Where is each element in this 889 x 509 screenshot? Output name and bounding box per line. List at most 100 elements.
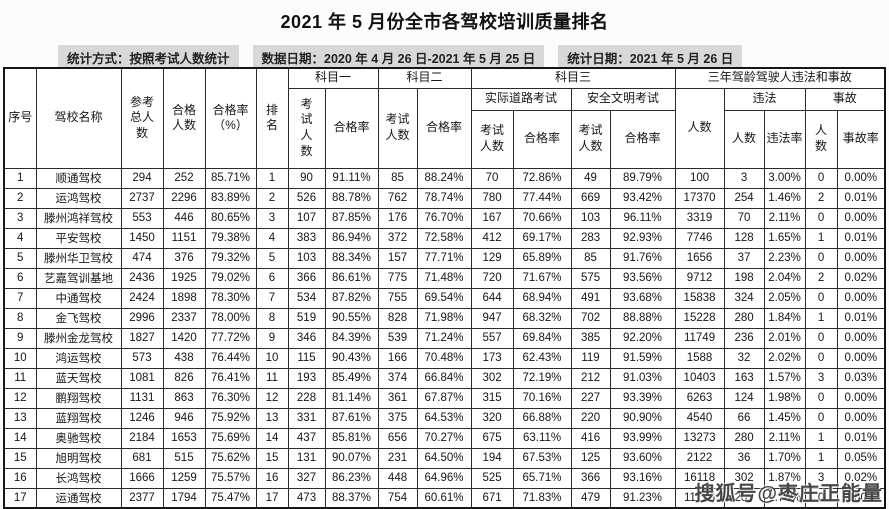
cell-accident-count: 0 (804, 327, 838, 349)
table-row: 12 鹏翔驾校 1131 863 76.30% 12 228 81.14% 36… (3, 387, 886, 409)
group-header-violation: 违法 (723, 87, 806, 111)
cell-s1-pass-rate: 86.23% (324, 467, 379, 489)
cell-safety-pass-rate: 90.90% (609, 407, 676, 429)
cell-pass-count: 946 (162, 407, 206, 429)
cell-violation-count: 36 (723, 447, 765, 469)
table-row: 4 平安驾校 1450 1151 79.38% 4 383 86.94% 372… (3, 227, 886, 249)
cell-s2-pass-rate: 69.54% (416, 287, 472, 309)
cell-s1-pass-rate: 86.61% (324, 267, 379, 289)
cell-rank: 5 (255, 247, 289, 269)
cell-safety-pass-rate: 88.88% (609, 307, 676, 329)
cell-s2-exam-count: 656 (377, 427, 418, 449)
cell-s1-exam-count: 346 (287, 327, 326, 349)
cell-road-pass-rate: 68.32% (512, 307, 572, 329)
cell-driver-count: 13273 (674, 427, 725, 449)
cell-road-pass-rate: 63.11% (512, 427, 572, 449)
cell-pass-count: 1420 (162, 327, 206, 349)
cell-s1-exam-count: 526 (287, 187, 326, 209)
cell-accident-rate: 0.00% (836, 347, 886, 369)
cell-accident-count: 0 (804, 207, 838, 229)
cell-driver-count: 3319 (674, 207, 725, 229)
cell-rank: 16 (255, 467, 289, 489)
cell-s1-pass-rate: 84.39% (324, 327, 379, 349)
data-date-label: 数据日期：2020 年 4 月 26 日-2021 年 5 月 25 日 (252, 45, 545, 70)
cell-s2-pass-rate: 66.84% (416, 367, 472, 389)
cell-seq: 14 (3, 427, 37, 449)
cell-total-examinees: 474 (120, 247, 164, 269)
cell-violation-count: 280 (723, 307, 765, 329)
cell-violation-count: 32 (723, 347, 765, 369)
cell-road-pass-rate: 68.94% (512, 287, 572, 309)
cell-total-examinees: 1666 (120, 467, 164, 489)
cell-s1-exam-count: 331 (287, 407, 326, 429)
cell-s1-exam-count: 131 (287, 447, 326, 469)
cell-accident-rate: 0.00% (836, 167, 886, 189)
cell-pass-rate: 80.65% (204, 207, 257, 229)
cell-s2-pass-rate: 60.61% (416, 487, 472, 509)
cell-road-exam-count: 412 (470, 227, 514, 249)
cell-pass-count: 252 (162, 167, 206, 189)
cell-rank: 3 (255, 207, 289, 229)
cell-accident-count: 0 (804, 487, 838, 509)
cell-s2-pass-rate: 72.58% (416, 227, 472, 249)
col-header-accident-rate: 事故率 (836, 109, 886, 169)
cell-pass-rate: 75.92% (204, 407, 257, 429)
cell-s1-pass-rate: 90.07% (324, 447, 379, 469)
cell-pass-count: 1794 (162, 487, 206, 509)
cell-s2-pass-rate: 77.71% (416, 247, 472, 269)
col-header-accident-count: 人数 (804, 109, 838, 169)
cell-seq: 16 (3, 467, 37, 489)
col-header-s1-exam-count: 考试人数 (287, 87, 326, 169)
cell-safety-pass-rate: 93.60% (609, 447, 676, 469)
cell-s2-exam-count: 361 (377, 387, 418, 409)
cell-rank: 2 (255, 187, 289, 209)
cell-s1-pass-rate: 91.11% (324, 167, 379, 189)
cell-school-name: 滕州华卫驾校 (35, 247, 122, 269)
cell-total-examinees: 1081 (120, 367, 164, 389)
cell-accident-count: 1 (804, 427, 838, 449)
cell-safety-pass-rate: 93.39% (609, 387, 676, 409)
cell-s1-exam-count: 473 (287, 487, 326, 509)
cell-accident-count: 3 (804, 467, 838, 489)
cell-road-pass-rate: 67.53% (512, 447, 572, 469)
cell-accident-rate: 0.03% (836, 367, 886, 389)
col-header-school: 驾校名称 (35, 67, 122, 169)
stat-method-label: 统计方式：按照考试人数统计 (58, 45, 239, 70)
cell-accident-rate: 0.00% (836, 207, 886, 229)
cell-safety-pass-rate: 89.79% (609, 167, 676, 189)
col-header-driver-count: 人数 (674, 87, 725, 169)
cell-accident-rate: 0.02% (836, 467, 886, 489)
cell-s2-exam-count: 539 (377, 327, 418, 349)
cell-accident-count: 2 (804, 267, 838, 289)
cell-rank: 4 (255, 227, 289, 249)
table-row: 13 蓝翔驾校 1246 946 75.92% 13 331 87.61% 37… (3, 407, 886, 429)
cell-school-name: 运通驾校 (35, 487, 122, 509)
page-title: 2021 年 5 月份全市各驾校培训质量排名 (280, 12, 609, 32)
cell-accident-count: 0 (804, 387, 838, 409)
cell-violation-rate: 1.65% (763, 227, 806, 249)
cell-s1-pass-rate: 87.85% (324, 207, 379, 229)
cell-violation-count: 163 (723, 367, 765, 389)
cell-road-pass-rate: 71.83% (512, 487, 572, 509)
cell-accident-count: 0 (804, 407, 838, 429)
cell-driver-count: 11749 (674, 327, 725, 349)
cell-s2-pass-rate: 76.70% (416, 207, 472, 229)
cell-violation-rate: 2.04% (763, 267, 806, 289)
cell-road-exam-count: 129 (470, 247, 514, 269)
cell-s2-pass-rate: 71.24% (416, 327, 472, 349)
cell-seq: 8 (3, 307, 37, 329)
cell-rank: 17 (255, 487, 289, 509)
cell-s2-pass-rate: 64.53% (416, 407, 472, 429)
cell-pass-count: 438 (162, 347, 206, 369)
cell-seq: 9 (3, 327, 37, 349)
cell-driver-count: 15838 (674, 287, 725, 309)
cell-school-name: 平安驾校 (35, 227, 122, 249)
cell-s2-pass-rate: 64.96% (416, 467, 472, 489)
cell-road-exam-count: 780 (470, 187, 514, 209)
cell-s2-exam-count: 176 (377, 207, 418, 229)
cell-safety-pass-rate: 91.59% (609, 347, 676, 369)
cell-accident-rate: 0.02% (836, 267, 886, 289)
cell-seq: 2 (3, 187, 37, 209)
cell-violation-rate: 1.57% (763, 367, 806, 389)
cell-road-exam-count: 315 (470, 387, 514, 409)
